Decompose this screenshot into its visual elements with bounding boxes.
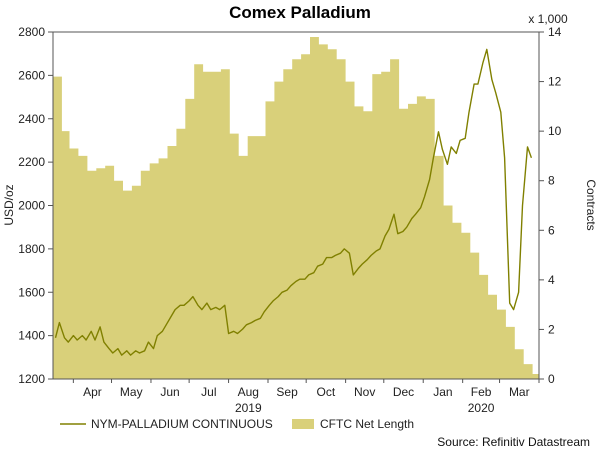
legend-area-swatch — [292, 419, 314, 429]
left-tick-label: 1200 — [18, 372, 45, 386]
right-axis: 0 2 4 6 8 10 12 14 — [539, 25, 562, 386]
x-axis: Apr May Jun Jul Aug Sep Oct Nov Dec Jan Feb Mar 2019… — [72, 379, 540, 415]
price-line-group — [54, 48, 533, 356]
right-tick-label: 2 — [548, 322, 555, 336]
x-month-label: Mar — [509, 385, 530, 399]
left-axis: 1200 1400 1600 1800 2000 2200 2400 2600 2800 — [18, 25, 53, 386]
x-year-label: 2019 — [235, 401, 262, 415]
right-axis-label: Contracts — [584, 179, 598, 230]
left-tick-label: 2400 — [18, 112, 45, 126]
left-tick-label: 2800 — [18, 25, 45, 39]
left-tick-label: 2000 — [18, 199, 45, 213]
legend: NYM-PALLADIUM CONTINUOUS CFTC Net Length — [60, 417, 414, 431]
right-tick-label: 4 — [548, 273, 555, 287]
right-tick-label: 10 — [548, 124, 562, 138]
source-note: Source: Refinitiv Datastream — [437, 435, 590, 449]
plot-area — [52, 31, 540, 380]
x-month-label: Oct — [317, 385, 336, 399]
x-month-label: Nov — [354, 385, 375, 399]
x-month-label: Jun — [160, 385, 179, 399]
right-tick-label: 12 — [548, 75, 562, 89]
x-month-label: Feb — [471, 385, 492, 399]
x-month-label: Apr — [83, 385, 102, 399]
right-axis-multiplier: x 1,000 — [528, 12, 568, 26]
cftc-area-group — [53, 37, 539, 379]
x-month-label: Dec — [393, 385, 414, 399]
x-year-label: 2020 — [468, 401, 495, 415]
x-month-label: Sep — [276, 385, 298, 399]
right-tick-label: 14 — [548, 25, 562, 39]
x-month-label: Jan — [433, 385, 452, 399]
chart-title: Comex Palladium — [229, 3, 371, 22]
cftc-net-length-area — [53, 37, 539, 379]
left-tick-label: 2600 — [18, 68, 45, 82]
left-tick-label: 1600 — [18, 285, 45, 299]
right-tick-label: 8 — [548, 174, 555, 188]
right-tick-label: 6 — [548, 223, 555, 237]
x-month-label: Aug — [238, 385, 259, 399]
left-tick-label: 2200 — [18, 155, 45, 169]
left-tick-label: 1800 — [18, 242, 45, 256]
right-tick-label: 0 — [548, 372, 555, 386]
palladium-price-line — [54, 48, 533, 356]
legend-area-label: CFTC Net Length — [320, 417, 414, 431]
left-axis-label: USD/oz — [2, 184, 16, 225]
left-tick-label: 1400 — [18, 329, 45, 343]
legend-line-label: NYM-PALLADIUM CONTINUOUS — [91, 417, 273, 431]
x-month-label: May — [120, 385, 143, 399]
x-month-label: Jul — [201, 385, 216, 399]
